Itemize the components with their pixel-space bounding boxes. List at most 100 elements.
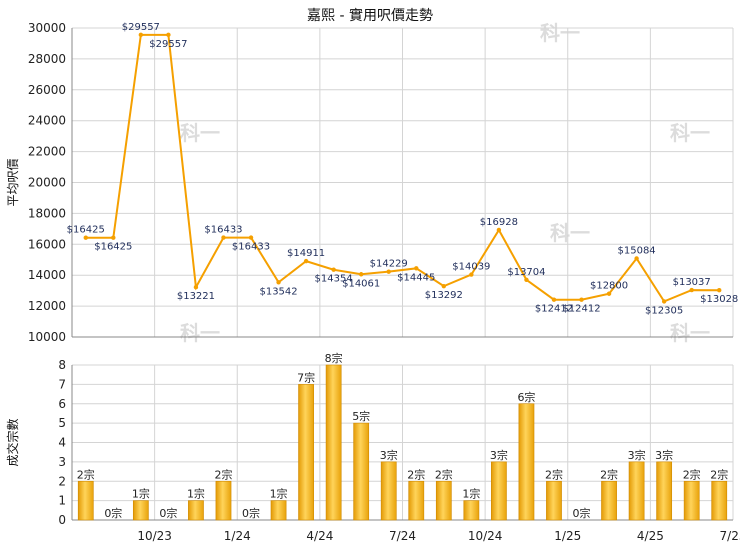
bar-value-label: 1宗	[187, 487, 205, 501]
price-data-label: $13542	[259, 286, 297, 297]
price-point	[166, 32, 171, 38]
price-point	[111, 235, 116, 240]
price-point	[634, 256, 639, 261]
x-tick-label: 1/25	[554, 529, 581, 543]
bar	[325, 364, 342, 521]
bar-y-tick-label: 0	[58, 513, 66, 527]
bar-y-axis-label: 成交宗數	[5, 418, 20, 466]
bar-value-label: 2宗	[710, 467, 728, 481]
line-y-tick-label: 28000	[28, 52, 66, 66]
bar	[188, 500, 204, 521]
price-point	[606, 291, 612, 296]
bar	[656, 461, 673, 521]
bar-y-tick-label: 1	[58, 494, 66, 508]
price-data-label: $13221	[177, 291, 215, 302]
bar-value-label: 0宗	[242, 506, 260, 520]
watermark-text: 科一	[540, 21, 580, 45]
price-point	[303, 258, 309, 264]
price-data-label: $13292	[425, 290, 463, 301]
price-point	[661, 299, 667, 304]
price-data-label: $16425	[94, 242, 132, 253]
price-data-label: $16433	[204, 225, 242, 236]
line-y-tick-label: 10000	[28, 330, 66, 344]
bar-value-label: 1宗	[132, 487, 150, 501]
bar-value-label: 3宗	[380, 448, 398, 462]
price-data-label: $14354	[315, 274, 353, 285]
bar-y-tick-label: 3	[58, 455, 66, 469]
chart-title: 嘉熙 - 實用呎價走勢	[307, 7, 433, 24]
bar	[132, 500, 149, 521]
price-point	[331, 267, 336, 272]
price-data-label: $14061	[342, 278, 380, 289]
price-point	[83, 235, 88, 240]
price-data-label: $13704	[507, 267, 545, 278]
price-data-label: $16425	[67, 225, 105, 236]
price-point	[469, 272, 474, 277]
bar-value-label: 2宗	[214, 467, 232, 481]
price-point	[579, 297, 584, 302]
bar-value-label: 0宗	[573, 506, 591, 520]
price-data-label: $16433	[232, 242, 270, 253]
bar-value-label: 3宗	[655, 448, 673, 462]
line-y-tick-label: 18000	[28, 206, 66, 220]
price-point	[358, 272, 364, 277]
bar	[215, 480, 232, 521]
bar-value-label: 0宗	[104, 506, 122, 520]
bar	[518, 403, 535, 521]
line-y-tick-label: 24000	[28, 114, 66, 128]
price-point	[414, 266, 419, 271]
bar	[683, 480, 700, 521]
bar-value-label: 2宗	[600, 467, 618, 481]
watermark-text: 科一	[670, 321, 710, 345]
bar-value-label: 1宗	[270, 487, 288, 501]
bar	[380, 461, 397, 521]
bar-value-label: 2宗	[435, 467, 453, 481]
bar-value-label: 0宗	[159, 506, 177, 520]
bar-value-label: 2宗	[683, 467, 701, 481]
bar-y-tick-label: 7	[58, 377, 66, 391]
price-point	[551, 297, 557, 302]
price-data-label: $12305	[645, 305, 683, 316]
price-point	[193, 285, 199, 290]
bar-value-label: 3宗	[628, 448, 646, 462]
price-point	[496, 227, 502, 233]
price-data-label: $12412	[535, 304, 573, 315]
watermark-text: 科一	[550, 221, 590, 245]
price-data-label: $13028	[700, 294, 738, 305]
bar-y-tick-label: 2	[58, 474, 66, 488]
bar-value-label: 2宗	[77, 467, 95, 481]
x-tick-label: 7/25	[720, 529, 740, 543]
price-data-label: $15084	[618, 245, 656, 256]
price-point	[717, 288, 722, 293]
price-data-label: $13037	[673, 277, 711, 288]
bar-value-label: 6宗	[517, 390, 535, 404]
bar-y-tick-label: 4	[58, 436, 66, 450]
line-y-tick-label: 12000	[28, 299, 66, 313]
bar	[270, 500, 287, 521]
x-tick-label: 10/23	[137, 529, 172, 543]
price-point	[524, 277, 529, 282]
bar	[408, 480, 425, 521]
bar-y-tick-label: 6	[58, 397, 66, 411]
price-point	[248, 235, 254, 240]
price-point	[221, 235, 226, 240]
price-data-label: $12800	[590, 281, 628, 292]
line-y-tick-label: 26000	[28, 83, 66, 97]
bar-value-label: 5宗	[352, 409, 370, 423]
bar	[628, 461, 645, 521]
x-tick-label: 4/25	[637, 529, 664, 543]
bar-value-label: 2宗	[407, 467, 425, 481]
x-tick-label: 7/24	[389, 529, 416, 543]
price-point	[138, 32, 144, 38]
price-point	[689, 287, 694, 293]
bar	[435, 480, 452, 521]
bar	[353, 422, 370, 521]
line-y-tick-label: 20000	[28, 176, 66, 190]
bar	[463, 500, 480, 521]
bar	[491, 461, 507, 521]
bar-value-label: 8宗	[325, 351, 343, 365]
bar	[546, 480, 562, 521]
price-series-line	[85, 33, 720, 303]
price-data-label: $29557	[122, 22, 160, 33]
